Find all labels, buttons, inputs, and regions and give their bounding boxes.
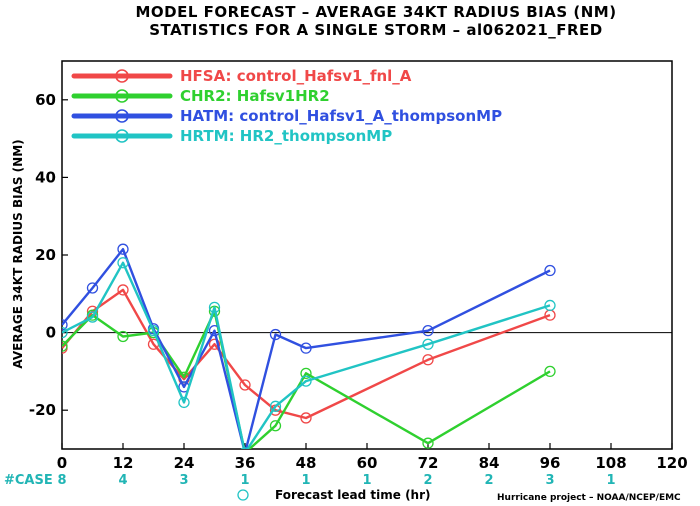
x-tick-label: 0 xyxy=(57,454,67,472)
x-axis-label: Forecast lead time (hr) xyxy=(275,488,431,502)
x-tick-label: 12 xyxy=(113,454,134,472)
x-tick-label: 108 xyxy=(595,454,626,472)
x-tick-label: 72 xyxy=(418,454,439,472)
case-count: 3 xyxy=(179,473,188,488)
series-point-hfsa xyxy=(300,412,312,424)
series-layer xyxy=(62,243,556,449)
series-point-hfsa xyxy=(239,379,251,391)
series-point-hatm xyxy=(86,282,99,294)
legend-label-hrtm: HRTM: HR2_thompsonMP xyxy=(180,127,392,145)
x-tick-label: 60 xyxy=(357,454,378,472)
x-tick-label: 96 xyxy=(540,454,561,472)
series-point-hrtm xyxy=(208,301,221,314)
legend-label-hfsa: HFSA: control_Hafsv1_fnl_A xyxy=(180,67,412,85)
x-tick-label: 84 xyxy=(479,454,500,472)
case-count: 3 xyxy=(545,473,554,488)
case-count: 8 xyxy=(57,473,66,488)
series-point-hrtm xyxy=(62,326,68,339)
x-tick-label: 120 xyxy=(656,454,687,472)
series-point-hrtm xyxy=(117,257,129,269)
series-point-hrtm xyxy=(147,325,160,337)
case-count: 2 xyxy=(423,473,432,488)
y-tick-label: 40 xyxy=(35,168,56,186)
chart-title-line1: MODEL FORECAST – AVERAGE 34KT RADIUS BIA… xyxy=(135,3,616,21)
series-point-hfsa xyxy=(422,354,434,366)
case-row: #CASE 8 4 3 1 1 1 2 2 3 1 xyxy=(4,473,616,488)
case-count: 4 xyxy=(118,473,127,488)
series-point-hatm xyxy=(300,342,312,354)
series-point-chr2 xyxy=(117,330,129,343)
legend-marker-hrtm xyxy=(115,129,129,143)
series-point-hrtm xyxy=(178,396,190,409)
legend-label-hatm: HATM: control_Hafsv1_A_thompsonMP xyxy=(180,107,502,125)
y-tick-label: 0 xyxy=(46,324,56,342)
series-point-chr2 xyxy=(300,367,312,379)
credit-text: Hurricane project – NOAA/NCEP/EMC xyxy=(497,493,681,503)
case-count: 1 xyxy=(301,473,310,488)
series-point-hrtm xyxy=(86,311,99,323)
series-point-hatm xyxy=(544,264,556,277)
chart-title-line2: STATISTICS FOR A SINGLE STORM – al062021… xyxy=(149,21,603,39)
series-point-hfsa xyxy=(208,338,221,350)
case-count: 2 xyxy=(484,473,493,488)
x-tick-label: 36 xyxy=(235,454,256,472)
case-label: #CASE xyxy=(4,473,53,488)
series-point-chr2 xyxy=(269,420,282,432)
y-axis-label: AVERAGE 34KT RADIUS BIAS (NM) xyxy=(11,139,25,368)
legend: HFSA: control_Hafsv1_fnl_A CHR2: Hafsv1HR… xyxy=(71,67,502,145)
series-point-hrtm xyxy=(544,299,556,312)
x-tick-label: 24 xyxy=(174,454,195,472)
case-count: 1 xyxy=(606,473,615,488)
series-line-hfsa xyxy=(62,288,551,420)
case-count: 1 xyxy=(362,473,371,488)
plot-area: 0 12 24 36 48 60 72 84 96 108 120 -20 0 20 40 60 HFSA: c… xyxy=(29,60,688,472)
legend-marker-hfsa xyxy=(115,69,129,83)
series-point-chr2 xyxy=(544,365,556,378)
series-point-chr2 xyxy=(62,340,68,352)
legend-marker-chr2 xyxy=(115,89,129,103)
x-tick-label: 48 xyxy=(296,454,317,472)
series-point-hrtm xyxy=(240,447,250,449)
y-tick-label: -20 xyxy=(29,401,56,419)
legend-label-chr2: CHR2: Hafsv1HR2 xyxy=(180,87,330,105)
xlabel-marker-icon xyxy=(237,489,249,501)
series-point-hatm xyxy=(269,328,282,341)
series-point-hrtm xyxy=(422,338,434,350)
y-tick-label: 60 xyxy=(35,91,56,109)
series-line-hrtm xyxy=(62,261,551,449)
series-point-hrtm xyxy=(300,375,312,387)
series-point-hatm xyxy=(422,325,434,337)
series-point-hrtm xyxy=(269,400,282,412)
series-point-hatm xyxy=(62,319,68,331)
legend-marker-hatm xyxy=(115,109,129,123)
series-line-hatm xyxy=(62,247,551,449)
series-point-hatm xyxy=(117,243,129,255)
case-count: 1 xyxy=(240,473,249,488)
y-tick-label: 20 xyxy=(35,246,56,264)
series-point-hfsa xyxy=(117,284,129,296)
series-point-chr2 xyxy=(422,437,434,449)
